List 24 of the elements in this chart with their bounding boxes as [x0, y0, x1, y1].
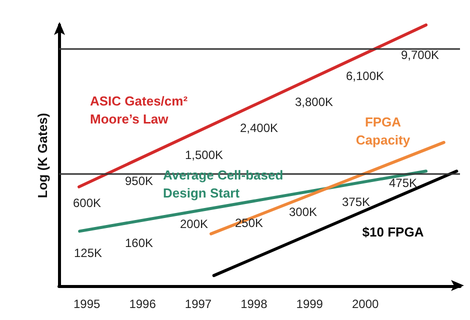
x-tick-label: 1997 [184, 297, 212, 311]
annotation: 250K [234, 216, 264, 230]
x-tick-label: 2000 [352, 297, 379, 311]
annotation: 950K [124, 174, 154, 188]
series-label: ASIC Gates/cm² Moore’s Law [90, 94, 188, 126]
x-tick-label: 1996 [129, 297, 156, 311]
annotation: 9,700K [400, 48, 440, 62]
annotation: 2,400K [240, 121, 278, 135]
annotation: 200K [180, 217, 208, 231]
annotation: 600K [72, 196, 102, 210]
annotation: 475K [388, 176, 418, 190]
annotation: 300K [288, 205, 318, 219]
annotation: 125K [74, 246, 102, 260]
annotation: 375K [342, 195, 370, 209]
x-tick-label: 1999 [296, 297, 324, 311]
annotation: 3,800K [294, 95, 334, 109]
annotation: 160K [124, 236, 154, 250]
x-tick-label: 1995 [73, 297, 101, 311]
annotation: 6,100K [346, 69, 384, 83]
series-label: FPGA Capacity [356, 114, 411, 148]
x-tick-label: 1998 [240, 297, 268, 311]
series-label: $10 FPGA [362, 224, 424, 240]
y-axis-title: Log (K Gates) [35, 112, 50, 198]
annotation: 1,500K [184, 148, 224, 162]
